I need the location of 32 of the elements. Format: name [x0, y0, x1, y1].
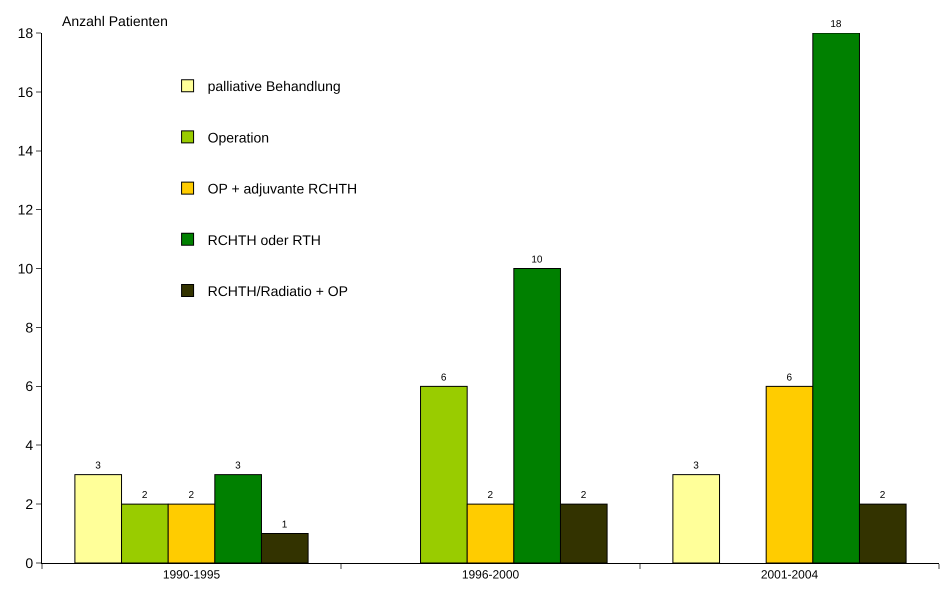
x-tick-label: 1990-1995 [162, 567, 221, 582]
y-tick-label: 10 [18, 260, 34, 276]
data-label: 1 [282, 520, 288, 531]
legend-label: OP + adjuvante RCHTH [208, 180, 358, 197]
x-tick-label: 1996-2000 [462, 567, 520, 582]
legend-label: palliative Behandlung [208, 78, 341, 94]
data-label: 18 [830, 19, 842, 30]
y-tick-label: 16 [18, 84, 34, 100]
y-tick-label: 18 [18, 24, 34, 41]
data-label: 3 [693, 460, 700, 472]
y-tick-label: 12 [18, 202, 34, 218]
data-label: 6 [440, 372, 447, 384]
data-label: 6 [786, 372, 792, 384]
legend-label: RCHTH oder RTH [208, 232, 321, 248]
data-label: 3 [235, 460, 242, 472]
x-tick-label: 2001-2004 [760, 567, 819, 582]
y-tick-label: 14 [18, 142, 34, 159]
y-tick-label: 2 [25, 496, 34, 512]
data-label: 10 [531, 254, 543, 266]
data-label: 2 [880, 490, 886, 502]
legend-label: Operation [208, 129, 270, 146]
data-label: 3 [95, 460, 102, 472]
y-tick-label: 0 [25, 554, 34, 571]
y-axis-title: Anzahl Patienten [62, 13, 168, 29]
data-label: 2 [580, 490, 587, 502]
data-label: 2 [188, 490, 194, 502]
y-tick-label: 8 [25, 319, 34, 336]
data-label: 2 [488, 490, 494, 502]
legend-label: RCHTH/Radiatio + OP [208, 282, 348, 299]
data-label: 2 [142, 490, 148, 502]
y-tick-label: 6 [25, 378, 34, 394]
y-tick-label: 4 [25, 437, 34, 454]
